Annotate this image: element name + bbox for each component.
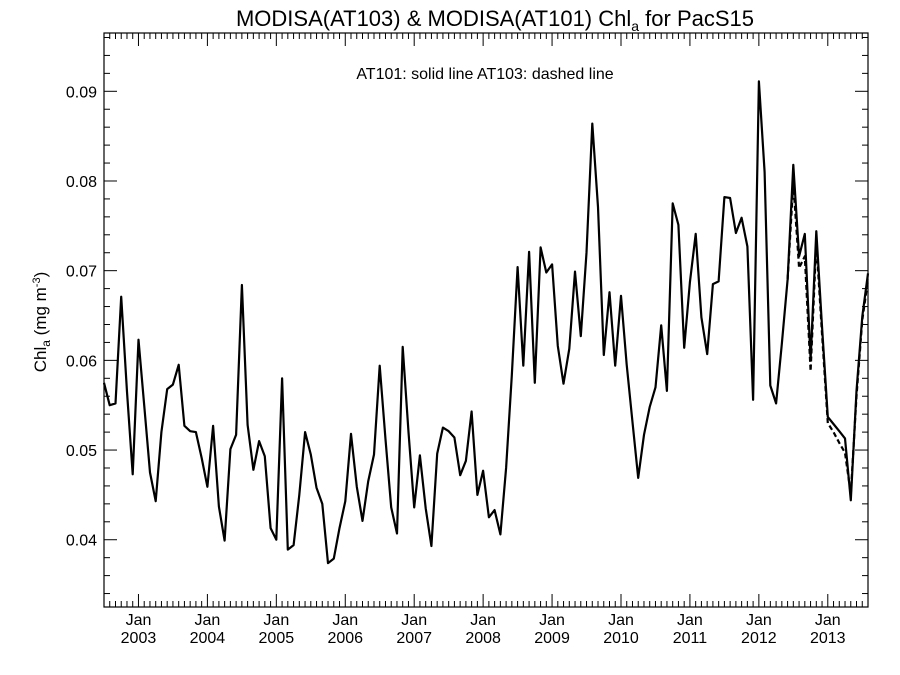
y-axis-label: Chla (mg m-3) [31,272,53,373]
x-tick-label-month: Jan [332,612,358,629]
x-tick-label-month: Jan [539,612,565,629]
x-tick-label-month: Jan [677,612,703,629]
x-tick-label-month: Jan [195,612,221,629]
x-tick-label-year: 2009 [534,630,570,647]
series-line-at103-dashed [786,181,870,496]
y-tick-label: 0.07 [66,264,97,281]
chart-title-main: MODISA(AT103) & MODISA(AT101) Chl [236,6,631,31]
x-tick-label-year: 2012 [741,630,777,647]
x-tick-label-year: 2008 [465,630,501,647]
series-style-annotation: AT101: solid line AT103: dashed line [356,66,613,83]
chart-title-tail: for PacS15 [639,6,754,31]
y-axis-label-subscript: a [39,340,53,347]
x-axis: Jan2003Jan2004Jan2005Jan2006Jan2007Jan20… [103,33,869,647]
plot-frame [103,32,869,608]
x-tick-label-month: Jan [263,612,289,629]
x-tick-label-month: Jan [126,612,152,629]
x-tick-label-year: 2003 [121,630,157,647]
y-axis: 0.04 0.05 0.06 0.07 0.08 0.09 [66,36,868,595]
y-tick-label: 0.06 [66,353,97,370]
x-tick-label-month: Jan [746,612,772,629]
x-tick-label-year: 2007 [396,630,432,647]
series-line-at101-solid [102,80,870,565]
y-tick-label: 0.04 [66,533,97,550]
x-tick-label-year: 2005 [259,630,295,647]
chart-title-subscript: a [631,18,639,34]
chart-title: MODISA(AT103) & MODISA(AT101) Chla for P… [236,6,754,34]
x-tick-label-month: Jan [401,612,427,629]
series-layer [102,80,870,565]
y-tick-label: 0.08 [66,174,97,191]
y-axis-label-main: Chl [31,347,50,373]
y-axis-label-unit: (mg m [31,287,50,340]
y-tick-label: 0.09 [66,84,97,101]
x-tick-label-year: 2006 [327,630,363,647]
y-axis-label-close: ) [31,272,50,278]
x-tick-label-year: 2004 [190,630,226,647]
x-tick-label-month: Jan [470,612,496,629]
x-tick-label-month: Jan [608,612,634,629]
x-tick-label-month: Jan [815,612,841,629]
x-tick-label-year: 2011 [673,630,708,647]
y-tick-label: 0.05 [66,443,97,460]
x-tick-label-year: 2013 [810,630,846,647]
y-axis-label-exponent: -3 [31,277,43,287]
x-tick-label-year: 2010 [603,630,639,647]
